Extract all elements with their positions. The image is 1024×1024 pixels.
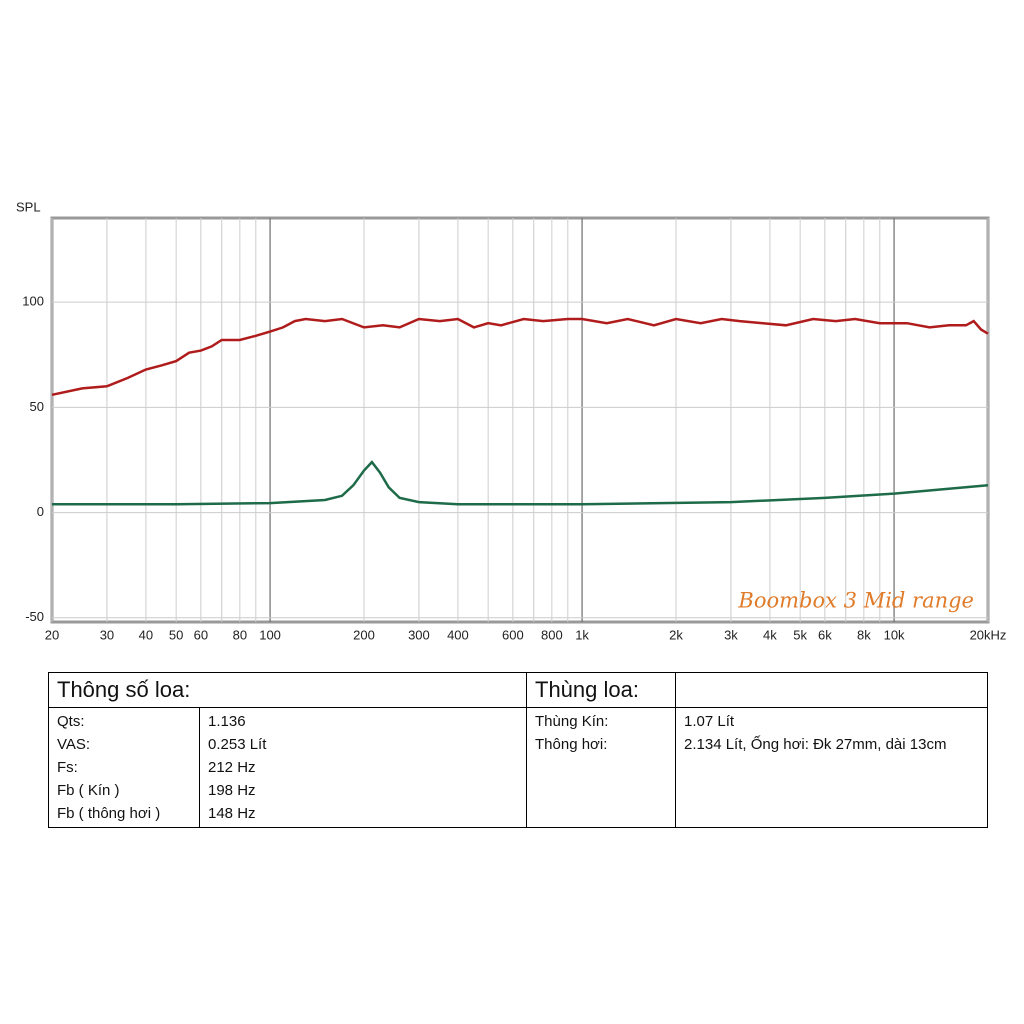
table-text: VAS: (57, 736, 91, 753)
series-line (51, 317, 989, 397)
x-tick-label: 50 (169, 627, 183, 642)
x-tick-label: 80 (233, 627, 247, 642)
y-tick-label: 50 (30, 399, 44, 414)
x-tick-label: 5k (793, 627, 807, 642)
annotation: Boombox 3 Mid range (737, 589, 974, 613)
table-text: Thông hơi: (535, 736, 608, 753)
y-tick-label: -50 (25, 609, 44, 624)
x-tick-label: 6k (818, 627, 832, 642)
x-tick-label: 20 (45, 627, 59, 642)
y-axis-label: SPL (16, 199, 41, 214)
table-text: 0.253 Lít (208, 736, 267, 753)
plot-area: Boombox 3 Mid range (50, 216, 990, 624)
param-names: Qts: VAS: Fs: Fb ( Kín ) Fb ( thông hơi ) (48, 707, 200, 828)
table-text: 1.07 Lít (684, 713, 735, 730)
table-header: Thùng loa: (526, 672, 676, 708)
x-tick-label: 2k (669, 627, 683, 642)
x-tick-label: 3k (724, 627, 738, 642)
table-text: 1.136 (208, 713, 246, 730)
table-header: Thông số loa: (48, 672, 527, 708)
box-values: 1.07 Lít 2.134 Lít, Ống hơi: Đk 27mm, dài… (675, 707, 988, 828)
plot-background (50, 216, 990, 624)
box-names: Thùng Kín: Thông hơi: (526, 707, 676, 828)
x-tick-label: 200 (353, 627, 375, 642)
x-tick-label: 800 (541, 627, 563, 642)
x-tick-label: 20kHz (970, 627, 1007, 642)
table-text: Qts: (57, 713, 85, 730)
x-tick-label: 400 (447, 627, 469, 642)
table-text: Fb ( thông hơi ) (57, 805, 161, 822)
table-text: 212 Hz (208, 759, 256, 776)
table-text: Thùng Kín: (535, 713, 609, 730)
table-text: Fs: (57, 759, 78, 776)
chart: SPL Boombox 3 Mid range 20 30 40 50 60 80 100 2… (16, 199, 1007, 643)
table-text: Fb ( Kín ) (57, 782, 120, 799)
x-tick-label: 600 (502, 627, 524, 642)
x-tick-label: 40 (139, 627, 153, 642)
x-tick-label: 8k (857, 627, 871, 642)
x-tick-label: 300 (408, 627, 430, 642)
x-tick-label: 4k (763, 627, 777, 642)
x-tick-label: 10k (884, 627, 905, 642)
x-tick-label: 100 (259, 627, 281, 642)
table-text: 198 Hz (208, 782, 256, 799)
param-values: 1.136 0.253 Lít 212 Hz 198 Hz 148 Hz (199, 707, 527, 828)
x-tick-label: 60 (194, 627, 208, 642)
x-tick-label: 30 (100, 627, 114, 642)
table-text: 2.134 Lít, Ống hơi: Đk 27mm, dài 13cm (684, 736, 947, 753)
spec-table: Thông số loa: Thùng loa: Qts: VAS: Fs: Fb (… (48, 672, 988, 828)
y-tick-label: 100 (22, 294, 44, 309)
series-line (52, 460, 989, 506)
table-cell (675, 672, 988, 708)
x-tick-label: 1k (575, 627, 589, 642)
y-tick-label: 0 (37, 504, 44, 519)
table-text: 148 Hz (208, 805, 256, 822)
